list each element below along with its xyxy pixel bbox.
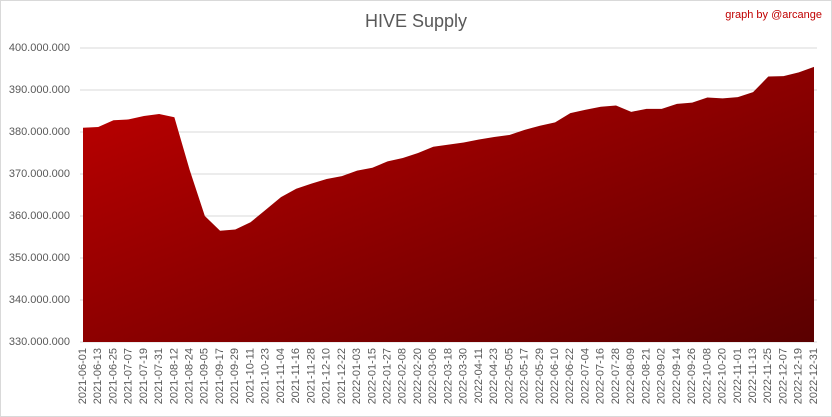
x-tick-label: 2021-07-31	[153, 348, 165, 404]
x-tick-label: 2022-06-10	[549, 348, 561, 404]
x-tick-label: 2021-09-17	[214, 348, 226, 404]
y-tick-label: 350.000.000	[9, 252, 70, 264]
x-tick-label: 2022-09-14	[671, 348, 683, 404]
x-tick-label: 2021-06-13	[92, 348, 104, 404]
x-tick-label: 2021-11-04	[275, 348, 287, 403]
x-tick-label: 2022-12-07	[777, 348, 789, 404]
x-tick-label: 2021-12-22	[336, 348, 348, 404]
x-tick-label: 2021-10-23	[260, 348, 272, 404]
x-tick-label: 2022-09-26	[686, 348, 698, 404]
x-tick-label: 2021-07-07	[123, 348, 135, 404]
x-tick-label: 2022-11-01	[732, 348, 744, 403]
x-tick-label: 2022-05-29	[534, 348, 546, 404]
y-tick-label: 370.000.000	[9, 168, 70, 180]
x-tick-label: 2022-05-17	[519, 348, 531, 404]
y-tick-label: 330.000.000	[9, 336, 70, 348]
x-tick-label: 2022-03-06	[427, 348, 439, 404]
y-tick-label: 400.000.000	[9, 42, 70, 54]
x-tick-label: 2022-12-31	[808, 348, 820, 404]
x-tick-label: 2021-12-10	[321, 348, 333, 404]
x-tick-label: 2022-01-15	[366, 348, 378, 404]
y-tick-label: 340.000.000	[9, 294, 70, 306]
x-tick-label: 2022-06-22	[564, 348, 576, 404]
chart-title: HIVE Supply	[365, 11, 467, 31]
x-tick-label: 2022-11-25	[762, 348, 774, 403]
y-tick-label: 380.000.000	[9, 126, 70, 138]
x-tick-label: 2021-08-24	[184, 348, 196, 404]
x-tick-label: 2021-07-19	[138, 348, 150, 404]
x-tick-label: 2022-11-13	[747, 348, 759, 403]
credit: graph by @arcange	[725, 9, 822, 21]
x-tick-label: 2022-02-08	[397, 348, 409, 404]
x-tick-label: 2022-04-23	[488, 348, 500, 404]
x-tick-label: 2022-07-04	[579, 348, 591, 404]
x-tick-label: 2022-05-05	[503, 348, 515, 404]
x-tick-label: 2022-04-11	[473, 348, 485, 403]
x-tick-label: 2022-01-03	[351, 348, 363, 404]
x-tick-label: 2021-09-05	[199, 348, 211, 404]
area	[83, 66, 814, 343]
x-tick-label: 2022-09-02	[656, 348, 668, 404]
x-tick-label: 2022-10-08	[701, 348, 713, 404]
x-tick-label: 2022-01-27	[381, 348, 393, 404]
x-tick-label: 2022-12-19	[793, 348, 805, 404]
y-tick-label: 390.000.000	[9, 84, 70, 96]
x-tick-label: 2022-07-16	[595, 348, 607, 404]
x-tick-label: 2022-07-28	[610, 348, 622, 404]
y-tick-label: 360.000.000	[9, 210, 70, 222]
x-tick-label: 2022-10-20	[717, 348, 729, 404]
x-tick-label: 2022-02-20	[412, 348, 424, 404]
x-tick-label: 2021-10-11	[244, 348, 256, 403]
x-tick-label: 2021-08-12	[168, 348, 180, 404]
x-tick-label: 2021-06-01	[77, 348, 89, 404]
x-tick-label: 2021-06-25	[107, 348, 119, 404]
x-tick-label: 2021-09-29	[229, 348, 241, 404]
x-tick-label: 2022-08-09	[625, 348, 637, 404]
x-tick-label: 2022-03-30	[458, 348, 470, 404]
x-tick-label: 2022-03-18	[442, 348, 454, 404]
x-tick-label: 2022-08-21	[640, 348, 652, 404]
x-tick-label: 2021-11-16	[290, 348, 302, 403]
x-tick-label: 2021-11-28	[305, 348, 317, 403]
